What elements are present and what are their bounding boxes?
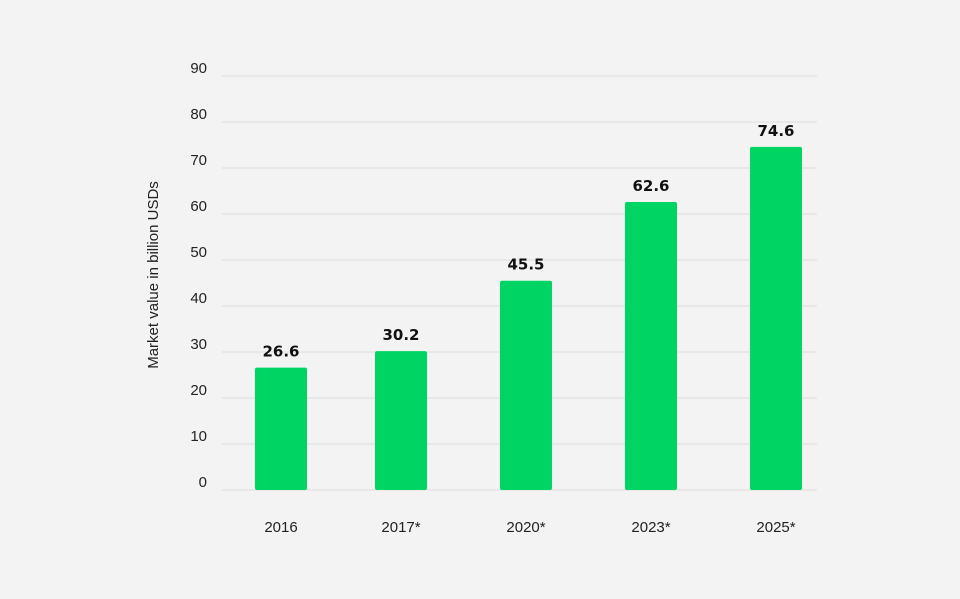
bar-value-label: 30.2 bbox=[382, 326, 419, 344]
x-tick-label: 2023* bbox=[631, 519, 670, 536]
y-tick-label: 80 bbox=[190, 106, 207, 123]
y-axis-title: Market value in billion USDs bbox=[145, 181, 162, 369]
x-axis-ticks: 2016 2017* 2020* 2023* 2025* bbox=[264, 519, 795, 536]
y-tick-label: 50 bbox=[190, 244, 207, 261]
x-tick-label: 2016 bbox=[264, 519, 297, 536]
bar-value-label: 26.6 bbox=[262, 343, 299, 361]
bar bbox=[750, 146, 802, 490]
x-tick-label: 2025* bbox=[756, 519, 795, 536]
bar-value-label: 45.5 bbox=[507, 256, 544, 274]
y-axis-ticks: 0 10 20 30 40 50 60 70 80 90 bbox=[190, 60, 207, 491]
bar bbox=[375, 351, 427, 490]
y-tick-label: 10 bbox=[190, 428, 207, 445]
x-tick-label: 2020* bbox=[506, 519, 545, 536]
y-tick-label: 60 bbox=[190, 198, 207, 215]
y-tick-label: 90 bbox=[190, 60, 207, 77]
y-tick-label: 40 bbox=[190, 290, 207, 307]
y-tick-label: 70 bbox=[190, 152, 207, 169]
bar-value-label: 62.6 bbox=[632, 177, 669, 195]
y-tick-label: 30 bbox=[190, 336, 207, 353]
bars bbox=[255, 146, 802, 491]
y-tick-label: 0 bbox=[199, 474, 207, 491]
bar bbox=[500, 280, 552, 490]
bar bbox=[255, 367, 307, 490]
x-tick-label: 2017* bbox=[381, 519, 420, 536]
bar bbox=[625, 202, 677, 491]
bar-value-label: 74.6 bbox=[757, 122, 794, 140]
y-tick-label: 20 bbox=[190, 382, 207, 399]
value-labels: 26.6 30.2 45.5 62.6 74.6 bbox=[262, 122, 794, 361]
